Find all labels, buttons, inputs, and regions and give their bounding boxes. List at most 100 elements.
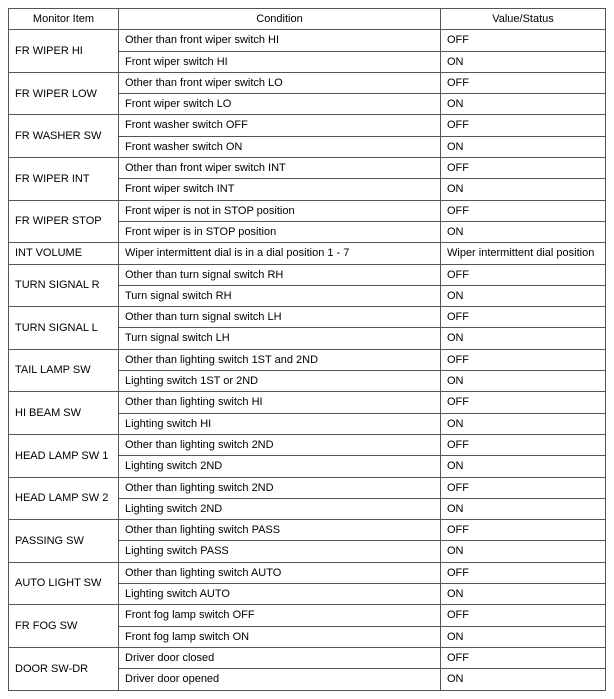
condition-cell: Front washer switch OFF [119,115,441,136]
col-header-monitor: Monitor Item [9,9,119,30]
condition-cell: Other than turn signal switch LH [119,307,441,328]
monitor-item-cell: DOOR SW-DR [9,647,119,690]
table-row: FR WIPER HIOther than front wiper switch… [9,30,606,51]
condition-cell: Wiper intermittent dial is in a dial pos… [119,243,441,264]
condition-cell: Other than lighting switch HI [119,392,441,413]
condition-cell: Front wiper switch INT [119,179,441,200]
monitor-item-cell: HEAD LAMP SW 2 [9,477,119,520]
value-cell: ON [441,498,606,519]
table-header-row: Monitor Item Condition Value/Status [9,9,606,30]
condition-cell: Driver door closed [119,647,441,668]
value-cell: OFF [441,72,606,93]
table-row: TURN SIGNAL ROther than turn signal swit… [9,264,606,285]
monitor-item-cell: HEAD LAMP SW 1 [9,434,119,477]
condition-cell: Lighting switch 2ND [119,456,441,477]
table-row: FR WIPER LOWOther than front wiper switc… [9,72,606,93]
value-cell: ON [441,669,606,690]
value-cell: ON [441,541,606,562]
monitor-item-cell: TURN SIGNAL R [9,264,119,307]
monitor-item-cell: FR WIPER INT [9,158,119,201]
table-row: INT VOLUMEWiper intermittent dial is in … [9,243,606,264]
table-row: HI BEAM SWOther than lighting switch HIO… [9,392,606,413]
monitor-item-cell: TURN SIGNAL L [9,307,119,350]
condition-cell: Other than lighting switch PASS [119,520,441,541]
monitor-item-cell: AUTO LIGHT SW [9,562,119,605]
value-cell: OFF [441,264,606,285]
value-cell: OFF [441,349,606,370]
condition-cell: Turn signal switch RH [119,285,441,306]
condition-cell: Other than front wiper switch LO [119,72,441,93]
value-cell: ON [441,179,606,200]
value-cell: OFF [441,434,606,455]
table-row: DOOR SW-DRDriver door closedOFF [9,647,606,668]
value-cell: OFF [441,158,606,179]
table-row: HEAD LAMP SW 1Other than lighting switch… [9,434,606,455]
condition-cell: Other than lighting switch 2ND [119,434,441,455]
condition-cell: Lighting switch HI [119,413,441,434]
table-row: FR WIPER INTOther than front wiper switc… [9,158,606,179]
condition-cell: Other than front wiper switch INT [119,158,441,179]
value-cell: ON [441,285,606,306]
condition-cell: Front wiper is not in STOP position [119,200,441,221]
value-cell: OFF [441,115,606,136]
condition-cell: Lighting switch 2ND [119,498,441,519]
condition-cell: Turn signal switch LH [119,328,441,349]
value-cell: OFF [441,307,606,328]
monitor-item-cell: FR WIPER STOP [9,200,119,243]
table-row: HEAD LAMP SW 2Other than lighting switch… [9,477,606,498]
value-cell: ON [441,456,606,477]
value-cell: ON [441,584,606,605]
condition-cell: Front fog lamp switch ON [119,626,441,647]
condition-cell: Front washer switch ON [119,136,441,157]
value-cell: OFF [441,200,606,221]
condition-cell: Other than lighting switch 2ND [119,477,441,498]
condition-cell: Front fog lamp switch OFF [119,605,441,626]
condition-cell: Other than lighting switch 1ST and 2ND [119,349,441,370]
condition-cell: Other than lighting switch AUTO [119,562,441,583]
condition-cell: Lighting switch 1ST or 2ND [119,371,441,392]
condition-cell: Front wiper is in STOP position [119,221,441,242]
monitor-item-cell: INT VOLUME [9,243,119,264]
monitor-item-table: Monitor Item Condition Value/Status FR W… [8,8,606,691]
condition-cell: Other than front wiper switch HI [119,30,441,51]
col-header-value: Value/Status [441,9,606,30]
monitor-item-cell: HI BEAM SW [9,392,119,435]
table-row: TURN SIGNAL LOther than turn signal swit… [9,307,606,328]
table-row: FR WIPER STOPFront wiper is not in STOP … [9,200,606,221]
value-cell: OFF [441,605,606,626]
value-cell: OFF [441,392,606,413]
condition-cell: Lighting switch PASS [119,541,441,562]
condition-cell: Front wiper switch HI [119,51,441,72]
value-cell: ON [441,328,606,349]
monitor-item-cell: FR FOG SW [9,605,119,648]
table-row: PASSING SWOther than lighting switch PAS… [9,520,606,541]
monitor-item-cell: FR WIPER LOW [9,72,119,115]
monitor-item-cell: FR WIPER HI [9,30,119,73]
value-cell: ON [441,413,606,434]
value-cell: OFF [441,647,606,668]
condition-cell: Front wiper switch LO [119,94,441,115]
value-cell: ON [441,626,606,647]
condition-cell: Driver door opened [119,669,441,690]
table-body: FR WIPER HIOther than front wiper switch… [9,30,606,690]
monitor-item-cell: TAIL LAMP SW [9,349,119,392]
condition-cell: Other than turn signal switch RH [119,264,441,285]
value-cell: ON [441,94,606,115]
value-cell: OFF [441,562,606,583]
table-row: AUTO LIGHT SWOther than lighting switch … [9,562,606,583]
value-cell: OFF [441,477,606,498]
value-cell: ON [441,51,606,72]
condition-cell: Lighting switch AUTO [119,584,441,605]
table-row: FR FOG SWFront fog lamp switch OFFOFF [9,605,606,626]
table-row: TAIL LAMP SWOther than lighting switch 1… [9,349,606,370]
monitor-item-cell: PASSING SW [9,520,119,563]
col-header-condition: Condition [119,9,441,30]
value-cell: ON [441,136,606,157]
value-cell: ON [441,221,606,242]
monitor-item-cell: FR WASHER SW [9,115,119,158]
value-cell: Wiper intermittent dial position [441,243,606,264]
value-cell: ON [441,371,606,392]
table-row: FR WASHER SWFront washer switch OFFOFF [9,115,606,136]
value-cell: OFF [441,520,606,541]
value-cell: OFF [441,30,606,51]
